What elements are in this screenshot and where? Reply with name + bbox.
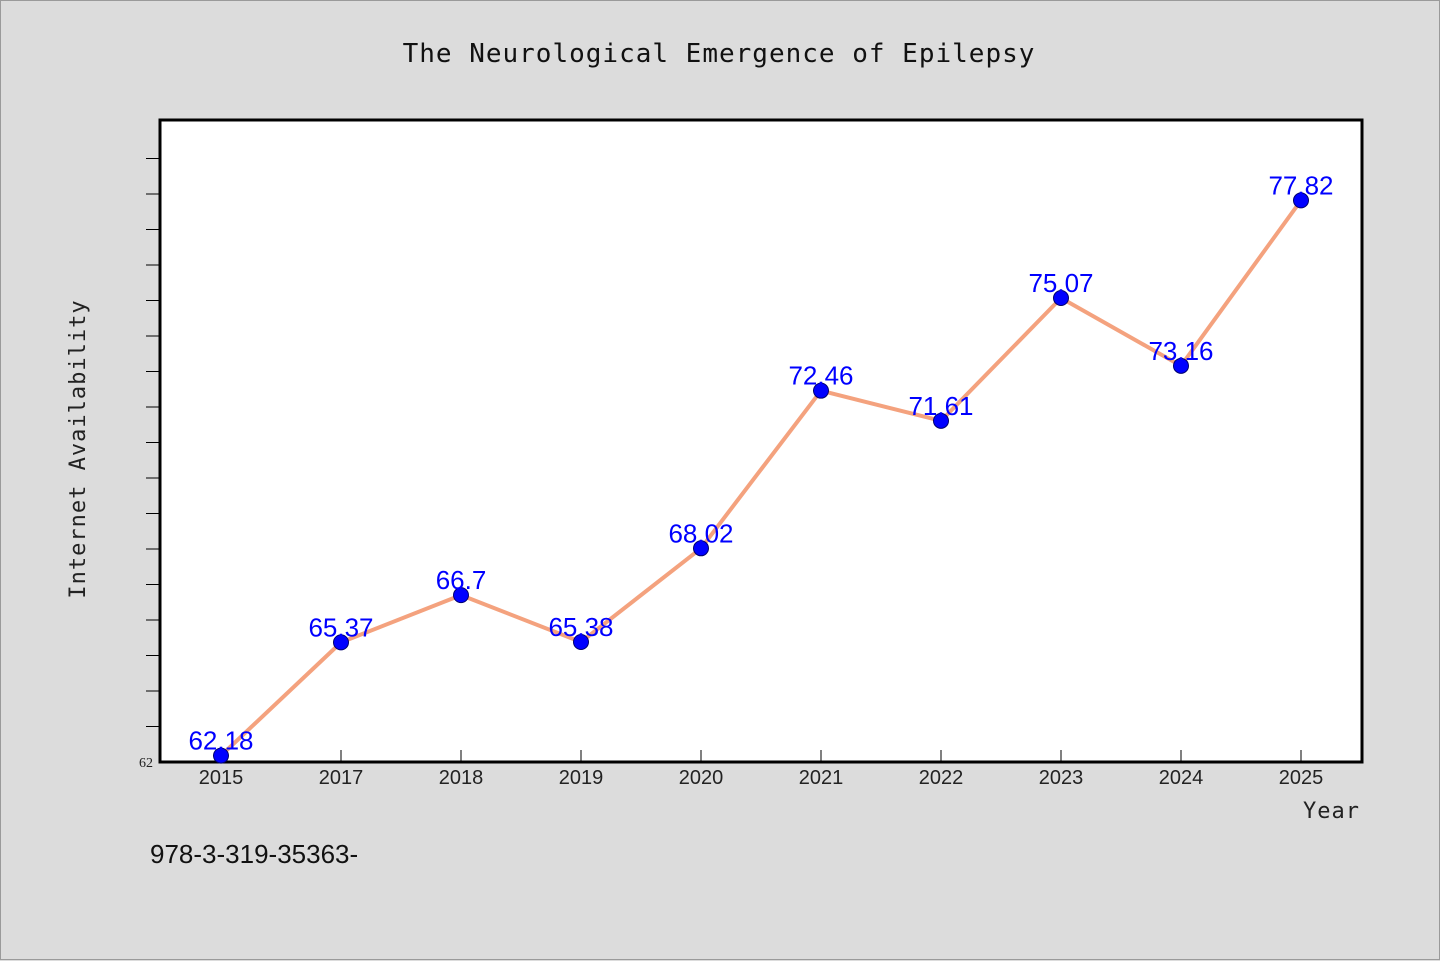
data-point	[813, 382, 829, 399]
x-tick-label: 2019	[559, 767, 604, 789]
data-label: 73.16	[1148, 336, 1213, 366]
x-axis-label: Year	[1303, 799, 1360, 824]
x-tick-label: 2017	[319, 767, 364, 789]
data-point	[213, 747, 229, 764]
plot-area	[158, 118, 1364, 764]
data-label: 62.18	[188, 726, 253, 756]
data-point	[1173, 357, 1189, 374]
x-tick-label: 2018	[439, 767, 484, 789]
data-label: 75.07	[1028, 268, 1093, 298]
x-tick-label: 2023	[1039, 767, 1084, 789]
data-label: 68.02	[668, 518, 733, 548]
x-axis-ticks: 2015 2017 2018 2019 2020 2021 2022 2023 2024 2025	[199, 750, 1324, 789]
data-point	[453, 587, 469, 604]
series-line-group	[219, 198, 1303, 758]
x-tick-label: 2025	[1279, 767, 1324, 789]
y-tick-label: 62	[139, 756, 153, 771]
data-point	[693, 540, 709, 557]
data-point	[573, 634, 589, 651]
data-label: 77.82	[1268, 170, 1333, 200]
y-axis-label: Internet Availability	[66, 299, 91, 598]
data-point	[933, 412, 949, 429]
x-tick-label: 2015	[199, 767, 244, 789]
x-tick-label: 2024	[1159, 767, 1204, 789]
data-point	[333, 634, 349, 651]
x-tick-label: 2021	[799, 767, 844, 789]
series-markers	[213, 192, 1309, 764]
chart-title: The Neurological Emergence of Epilepsy	[403, 39, 1036, 69]
footer-isbn-text: 978-3-319-35363-	[150, 839, 358, 869]
series-line	[219, 198, 1303, 758]
data-point	[1293, 192, 1309, 209]
x-tick-label: 2020	[679, 767, 724, 789]
data-label: 65.38	[548, 612, 613, 642]
data-label: 66.7	[436, 565, 487, 595]
data-label: 72.46	[788, 361, 853, 391]
data-label: 71.61	[908, 391, 973, 421]
data-labels: 62.18 65.37 66.7 65.38 68.02 72.46 71.61 75.07 7…	[188, 170, 1333, 755]
x-tick-label: 2022	[919, 767, 964, 789]
data-label: 65.37	[308, 612, 373, 642]
y-axis-ticks	[146, 158, 160, 727]
data-point	[1053, 290, 1069, 307]
